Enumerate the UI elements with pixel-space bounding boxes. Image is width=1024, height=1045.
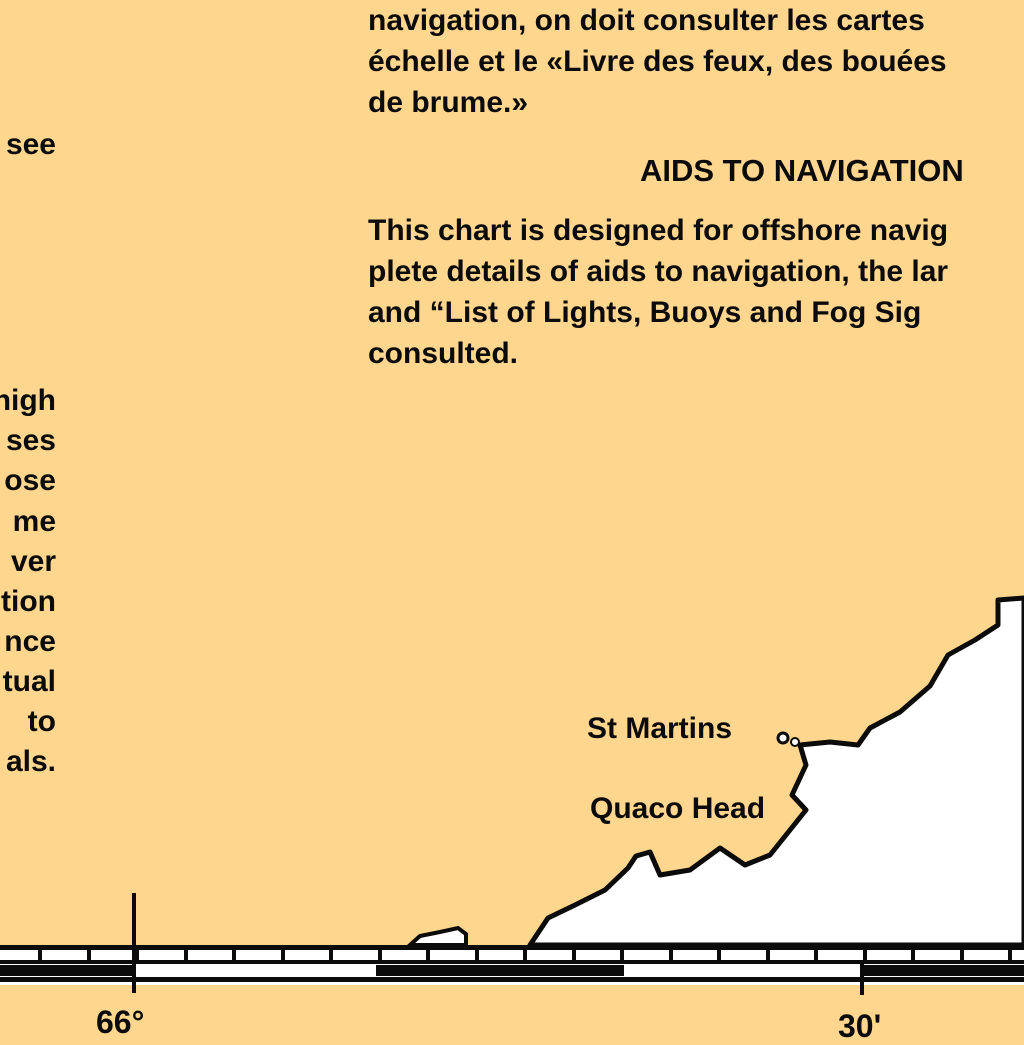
scale-tick [378,948,382,962]
french-note-line: navigation, on doit consulter les cartes [368,4,925,37]
left-fragment: me [12,505,56,538]
scale-tick [766,948,770,962]
french-note: navigation, on doit consulter les cartes… [368,0,947,123]
scale-tick [184,948,188,962]
water-area [527,595,1024,948]
aids-line: and “List of Lights, Buoys and Fog Sig [368,296,922,329]
scale-tick [135,948,139,962]
scale-tick [669,948,673,962]
place-label-quaco-head: Quaco Head [590,792,766,825]
left-fragment: see [5,128,56,161]
left-fragment: nce [4,625,56,658]
scale-tick [863,948,867,962]
scale-tick [960,948,964,962]
aids-line: plete details of aids to navigation, the… [368,255,949,288]
scale-tick [911,948,915,962]
scale-tick [426,948,430,962]
left-fragment: tual [2,665,56,698]
st-martins-marker [776,731,790,745]
scale-tick [814,948,818,962]
longitude-label-east: 30' [838,1008,882,1044]
scale-tick [38,948,42,962]
left-fragment: tion [1,585,56,618]
left-fragment: high [0,384,56,417]
aids-heading: AIDS TO NAVIGATION [640,153,964,188]
left-fragment: ver [10,545,56,578]
aids-line: consulted. [368,337,519,370]
left-fragment: als. [5,745,56,778]
border-scale [0,893,1024,995]
french-note-line: échelle et le «Livre des feux, des bouée… [368,45,947,78]
longitude-label-west: 66° [96,1004,145,1040]
island [404,925,468,947]
left-fragment: to [27,705,56,738]
place-label-st-martins: St Martins [587,712,733,745]
scale-tick [281,948,285,962]
scale-tick [232,948,236,962]
scale-tick [572,948,576,962]
left-fragment: ose [4,464,56,497]
aids-paragraph: This chart is designed for offshore navi… [368,210,948,374]
st-martins-marker-2 [790,737,800,747]
scale-tick [329,948,333,962]
scale-tick [717,948,721,962]
left-fragment: ses [5,424,56,457]
scale-tick [475,948,479,962]
aids-line: This chart is designed for offshore navi… [368,214,949,247]
scale-tick [1008,948,1012,962]
french-note-line: de brume.» [368,86,529,119]
scale-tick [620,948,624,962]
scale-tick [87,948,91,962]
chart-map [0,595,1024,995]
scale-tick [523,948,527,962]
